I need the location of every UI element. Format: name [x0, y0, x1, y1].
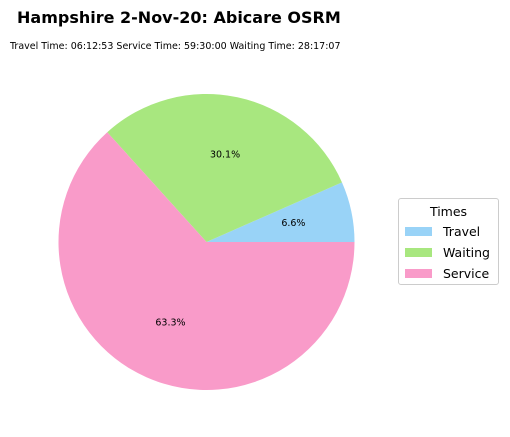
pie-slice-waiting — [107, 93, 342, 242]
legend: Times Travel Waiting Service — [398, 198, 499, 285]
legend-label-waiting: Waiting — [443, 244, 490, 260]
legend-label-travel: Travel — [443, 223, 481, 239]
legend-label-service: Service — [443, 265, 490, 281]
legend-swatch-travel — [405, 226, 432, 236]
legend-item-service: Service — [405, 265, 489, 281]
pie-label-waiting: 30.1% — [210, 150, 240, 161]
pie-label-service: 63.3% — [155, 318, 185, 329]
pie-label-travel: 6.6% — [281, 218, 305, 229]
pie-slice-travel — [206, 182, 355, 242]
legend-item-waiting: Waiting — [405, 244, 490, 260]
legend-title: Times — [429, 204, 468, 219]
pie-slice-service — [58, 132, 355, 390]
legend-item-travel: Travel — [405, 223, 480, 239]
legend-swatch-waiting — [405, 247, 432, 257]
chart-subtitle: Travel Time: 06:12:53 Service Time: 59:3… — [10, 41, 341, 52]
chart-title: Hampshire 2-Nov-20: Abicare OSRM — [17, 8, 341, 27]
legend-swatch-service — [405, 268, 432, 278]
